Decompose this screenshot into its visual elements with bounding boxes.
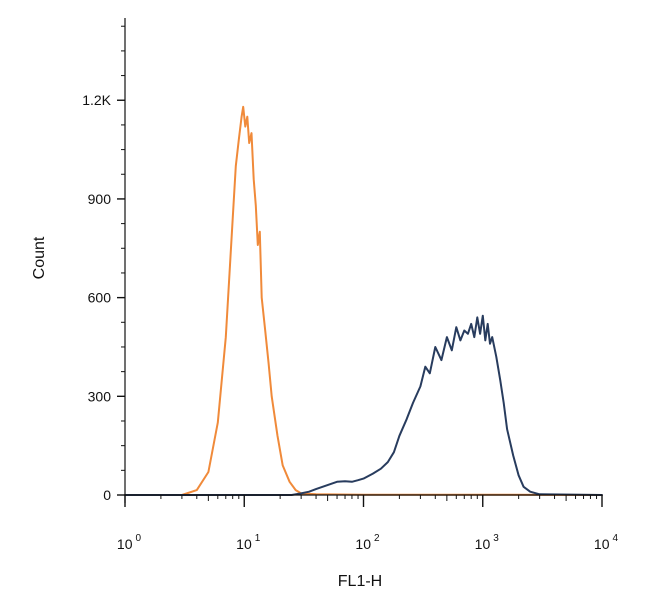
x-tick-label: 10 4 (594, 533, 619, 552)
series-line-1 (124, 105, 603, 496)
y-tick-label: 600 (88, 290, 112, 306)
x-tick-label: 10 1 (236, 533, 261, 552)
y-axis: 0 300 600 900 1.2K (82, 18, 126, 503)
y-axis-title: Count (31, 236, 48, 279)
y-tick-label: 900 (88, 191, 112, 207)
x-axis: 10 0 10 1 10 2 10 3 10 4 (117, 494, 619, 552)
y-tick-label: 300 (88, 388, 112, 404)
y-tick-label: 0 (103, 487, 111, 503)
series-line-2 (124, 314, 603, 496)
x-tick-label: 10 2 (355, 533, 380, 552)
y-tick-label: 1.2K (82, 92, 111, 108)
x-tick-label: 10 0 (117, 533, 142, 552)
x-tick-label: 10 3 (475, 533, 500, 552)
plot-area (124, 105, 603, 496)
x-axis-title: FL1-H (338, 573, 382, 590)
